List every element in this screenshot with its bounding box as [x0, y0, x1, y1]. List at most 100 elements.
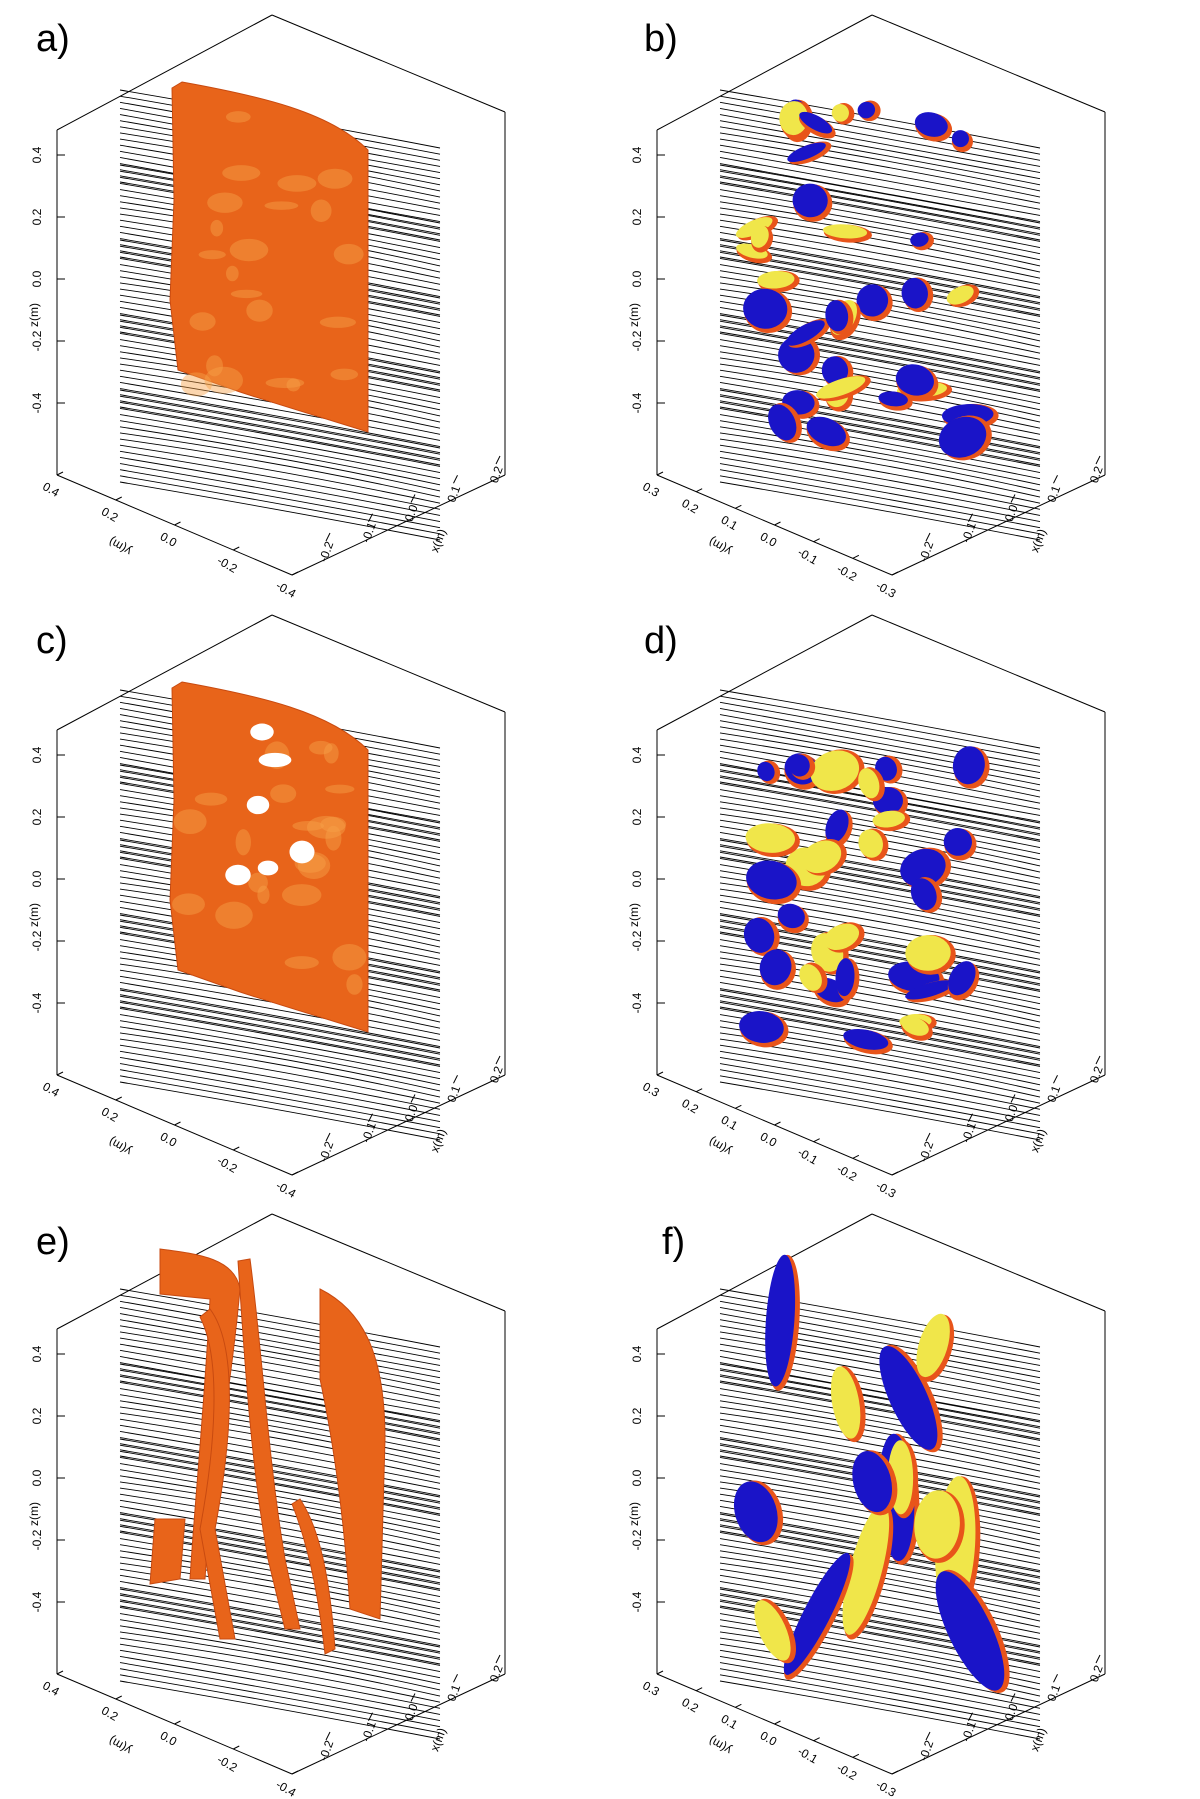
contour-line [119, 1343, 441, 1403]
y-tick-label: 0.4 [40, 1678, 62, 1699]
y-tick-label: 0.0 [758, 1728, 780, 1749]
y-axis-label: y(m) [106, 1134, 134, 1158]
z-tick-label: 0.0 [30, 1469, 44, 1486]
x-tick-label: 0.0 [402, 1702, 421, 1723]
positive-vortex-blob [754, 1600, 791, 1661]
negative-vortex-blob [835, 958, 855, 997]
negative-vortex-blob [901, 277, 928, 309]
contour-line [719, 331, 1041, 391]
y-tick-label: -0.4 [274, 1178, 299, 1201]
y-tick [56, 471, 64, 476]
x-axis-ticks: -0.2 -0.1 0.0 0.1 0.2 [316, 1654, 506, 1763]
z-tick-label: -0.2 [630, 330, 644, 351]
contour-line [119, 1380, 441, 1440]
contour-plane [719, 389, 1041, 541]
y-tick [291, 1770, 299, 1775]
contour-line [719, 900, 1041, 960]
contour-line [719, 1057, 1041, 1116]
x-tick [453, 475, 458, 484]
contour-line [119, 1619, 441, 1679]
panel-label: a) [36, 18, 70, 60]
x-tick [968, 1113, 973, 1122]
box-edge [871, 614, 1106, 713]
y-tick-label: 0.3 [640, 1678, 662, 1699]
panel-e: e) 0.4 0.2 0.0 -0.2 -0.4 z(m) 0.4 0.2 0.0 -0.2 -0.… [0, 1199, 600, 1799]
x-tick [925, 1132, 931, 1142]
y-axis-ticks: 0.4 0.2 0.0 -0.2 -0.4 [40, 471, 299, 601]
z-axis-label: z(m) [627, 903, 641, 927]
contour-line [119, 1306, 441, 1366]
contour-line [119, 1388, 441, 1447]
contour-line [119, 1674, 441, 1734]
x-tick [368, 1712, 373, 1721]
positive-vortex-blob [901, 1016, 929, 1036]
contour-line [119, 1006, 441, 1066]
panel-label: b) [644, 18, 678, 60]
negative-vortex-blob [743, 288, 788, 329]
y-tick-label: 0.2 [99, 504, 121, 525]
contour-line [119, 1400, 441, 1460]
positive-vortex-blob [872, 810, 905, 828]
contour-line [719, 1375, 1041, 1435]
panel-label: d) [644, 620, 678, 662]
contour-line [719, 400, 1041, 460]
contour-line [719, 1050, 1041, 1110]
contour-line [719, 1662, 1041, 1722]
contour-line [719, 457, 1041, 516]
z-tick-label: 0.0 [630, 870, 644, 887]
box-frame [656, 614, 1106, 1176]
contour-line [119, 395, 441, 455]
positive-vortex-blob [757, 270, 795, 289]
contour-line [719, 1081, 1041, 1141]
contour-line [119, 1000, 441, 1060]
x-tick-label: 0.2 [1087, 464, 1106, 485]
contour-line [719, 1674, 1041, 1734]
negative-vortex-blob [806, 416, 846, 447]
x-tick-label: 0.0 [1002, 1103, 1021, 1124]
positive-vortex-blob [735, 217, 773, 238]
surface-highlight [265, 377, 305, 389]
box-edge [271, 1213, 506, 1312]
z-tick-label: 0.4 [30, 146, 44, 163]
panel-plot: 0.4 0.2 0.0 -0.2 -0.4 z(m) 0.4 0.2 0.0 -0.2 -0.4 y(… [27, 1213, 506, 1799]
negative-vortex-blob [777, 903, 805, 929]
contour-line [719, 689, 1041, 749]
contour-line [119, 1063, 441, 1123]
contour-plane [119, 1588, 441, 1740]
negative-vortex-blob [856, 284, 889, 317]
y-tick [813, 538, 820, 543]
contour-line [719, 414, 1041, 473]
y-axis-ticks: 0.4 0.2 0.0 -0.2 -0.4 [40, 1670, 299, 1799]
y-tick [735, 1104, 742, 1109]
contour-line [119, 1600, 441, 1660]
z-axis-label: z(m) [627, 1502, 641, 1526]
contour-line [119, 1069, 441, 1129]
contour-line [719, 114, 1041, 173]
x-tick-label: 0.1 [1044, 483, 1063, 504]
surface-highlight [323, 743, 339, 764]
negative-vortex-blob [768, 404, 797, 441]
contour-line [719, 851, 1041, 911]
contour-line [719, 89, 1041, 149]
negative-vortex-blob [743, 917, 775, 953]
surface-highlight [246, 299, 273, 322]
contour-line [719, 389, 1041, 449]
contour-line [119, 1288, 441, 1348]
surface-highlight [204, 366, 243, 394]
surface-highlight [189, 312, 216, 331]
contour-line [119, 1431, 441, 1490]
panel-label: e) [36, 1221, 70, 1263]
y-tick-label: 0.2 [679, 1096, 701, 1117]
z-tick-label: 0.4 [630, 746, 644, 763]
contour-line [719, 1362, 1041, 1422]
positive-vortex-blob [842, 1503, 890, 1635]
contour-line [119, 1362, 441, 1422]
contour-line [719, 401, 1041, 461]
surface-highlight [320, 816, 347, 833]
surface-highlight [210, 219, 224, 237]
y-tick [291, 1171, 299, 1176]
x-tick-label: 0.2 [487, 464, 506, 485]
negative-vortex-blob [792, 183, 828, 218]
contour-line [119, 1643, 441, 1703]
contour-line [719, 126, 1041, 186]
